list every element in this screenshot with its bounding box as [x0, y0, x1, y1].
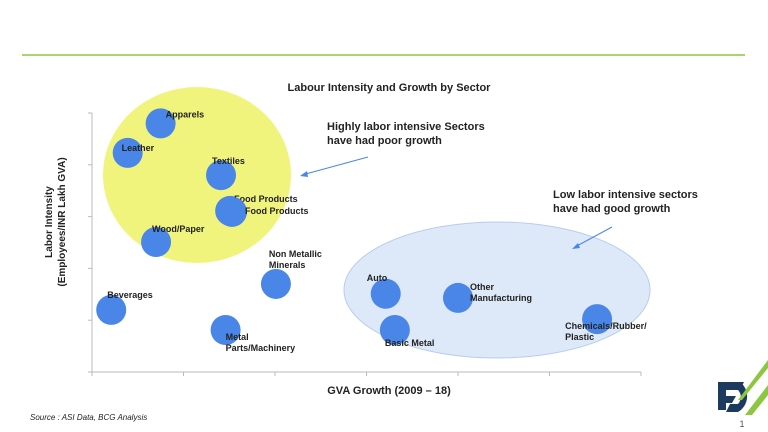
- source: Source : ASI Data, BCG Analysis: [30, 413, 147, 422]
- logo: [718, 360, 768, 415]
- point-label: Wood/Paper: [152, 224, 205, 234]
- y-axis-label: Labor Intensity (Employees/INR Lakh GVA): [44, 157, 68, 286]
- chart-title: Labour Intensity and Growth by Sector: [288, 82, 492, 94]
- arrow-head: [572, 243, 580, 249]
- point-label: Leather: [122, 143, 155, 153]
- point: [216, 196, 247, 227]
- point-label: Food Products: [234, 194, 297, 204]
- logo-accent: [738, 360, 768, 415]
- point-label: Other Manufacturing: [470, 282, 532, 303]
- point-label: Textiles: [212, 156, 245, 166]
- point-label: Auto: [367, 273, 388, 283]
- point: [112, 137, 143, 168]
- x-axis-label: GVA Growth (2009 – 18): [327, 385, 451, 397]
- point: [582, 304, 613, 335]
- point-label: Beverages: [107, 290, 153, 300]
- point-label: Apparels: [166, 109, 205, 119]
- logo-d: [726, 382, 748, 412]
- point: [145, 108, 176, 139]
- point: [370, 278, 401, 309]
- point: [260, 268, 291, 299]
- arrow: [301, 156, 369, 176]
- low-intensity-zone: [343, 221, 651, 359]
- point: [210, 315, 241, 346]
- arrow: [574, 226, 613, 248]
- annotation: Highly labor intensive Sectors have had p…: [327, 121, 485, 147]
- point: [443, 282, 473, 313]
- point: [206, 160, 237, 191]
- point: [379, 315, 410, 346]
- point: [96, 294, 127, 325]
- point: [141, 226, 172, 257]
- point-label: Chemicals/Rubber/Plastic: [565, 321, 647, 342]
- annotation: Low labor intensive sectors have had good…: [553, 189, 698, 215]
- point-label: Basic Metal: [385, 338, 435, 348]
- point-label: Food Products: [245, 206, 309, 216]
- arrow-head: [300, 171, 308, 177]
- point-label: Metal Parts/Machinery: [226, 332, 296, 353]
- page-number: 1: [739, 419, 744, 429]
- point-label: Non Metallic Minerals: [269, 249, 322, 270]
